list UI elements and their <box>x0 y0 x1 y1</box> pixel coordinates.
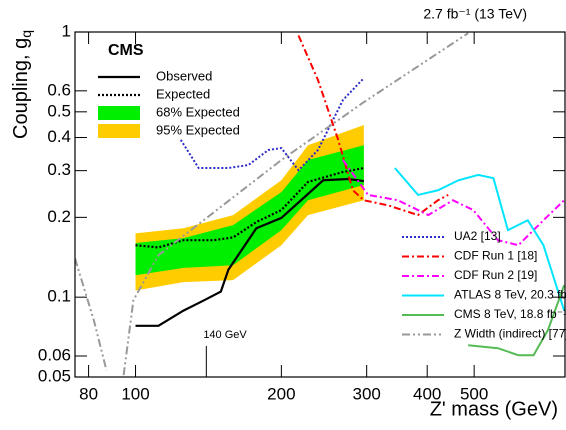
series-line <box>135 166 365 249</box>
x-tick-label: 200 <box>267 384 295 403</box>
y-axis-title-sub: q <box>18 30 34 38</box>
legend-label: CDF Run 1 [18] <box>454 249 537 263</box>
y-tick-label: 0.5 <box>47 101 71 120</box>
y-axis-title: Coupling, gq <box>10 30 33 139</box>
legend-label: Observed <box>156 68 212 83</box>
y-tick-label: 0.3 <box>47 160 71 179</box>
x-tick-label: 500 <box>460 384 488 403</box>
legend-swatch <box>98 124 140 138</box>
mass-marker-label: 140 GeV <box>203 329 247 341</box>
x-tick-label: 80 <box>79 384 98 403</box>
y-tick-label: 0.06 <box>38 345 71 364</box>
legend-label: 68% Expected <box>156 104 240 119</box>
legend-label: Expected <box>156 86 210 101</box>
y-tick-label: 0.4 <box>47 127 71 146</box>
legend-label: CMS 8 TeV, 18.8 fb⁻¹ [43] <box>454 307 566 321</box>
legend-label: 95% Expected <box>156 122 240 137</box>
y-tick-label: 0.05 <box>38 366 71 385</box>
legend-label: CDF Run 2 [19] <box>454 268 537 282</box>
y-tick-label: 0.1 <box>47 287 71 306</box>
series-line <box>75 32 469 376</box>
series-line <box>394 167 565 311</box>
legend-label: UA2 [13] <box>454 229 501 243</box>
y-tick-label: 0.6 <box>47 80 71 99</box>
series-line <box>135 177 364 327</box>
plot-area <box>75 32 565 376</box>
series-line <box>297 35 449 217</box>
y-tick-label: 0.2 <box>47 207 71 226</box>
x-tick-label: 100 <box>121 384 149 403</box>
experiment-label: CMS <box>108 42 144 59</box>
x-tick-label: 400 <box>413 384 441 403</box>
band <box>135 145 364 276</box>
x-tick-label: 300 <box>352 384 380 403</box>
x-axis-title: Z' mass (GeV) <box>430 398 558 420</box>
series-line <box>342 159 565 247</box>
plot-frame <box>74 31 566 378</box>
legend-label: Z Width (indirect) [77] <box>454 327 566 341</box>
overlay: 80 100 200 300 400 500 0.05 0.06 0.1 0.2 0.3 0.4 0.5… <box>38 21 566 403</box>
y-tick-label: 1 <box>62 21 71 40</box>
y-axis-title-main: Coupling, g <box>10 38 32 139</box>
legend-label: ATLAS 8 TeV, 20.3 fb⁻¹ [25] <box>454 288 566 302</box>
series-line <box>468 284 565 357</box>
lumi-label: 2.7 fb⁻¹ (13 TeV) <box>423 6 527 22</box>
legend-swatch <box>98 106 140 120</box>
